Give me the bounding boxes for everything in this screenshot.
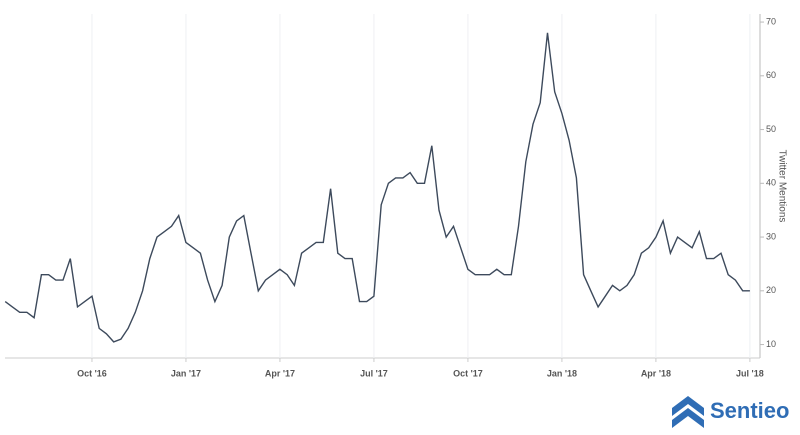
y-tick-label: 50 [766,124,776,134]
y-tick-label: 60 [766,70,776,80]
x-tick-label: Jul '17 [360,368,388,378]
y-tick-label: 10 [766,339,776,349]
x-tick-label: Jan '18 [547,368,577,378]
line-series [4,32,750,343]
logo: Sentieo [672,396,789,428]
x-tick-label: Jan '17 [171,368,201,378]
x-tick-label: Oct '16 [77,368,107,378]
x-tick-label: Apr '18 [641,368,671,378]
y-tick-label: 20 [766,285,776,295]
y-axis-label: Twitter Mentions [776,150,787,223]
logo-text: Sentieo [710,398,789,423]
x-tick-label: Jul '18 [736,368,764,378]
y-tick-label: 40 [766,178,776,188]
y-tick-label: 70 [766,16,776,26]
x-tick-label: Apr '17 [265,368,295,378]
x-tick-label: Oct '17 [453,368,483,378]
y-tick-label: 30 [766,231,776,241]
